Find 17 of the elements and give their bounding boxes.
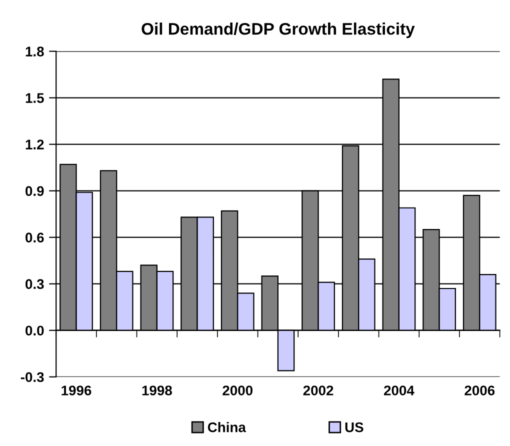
x-tick-label: 2006 [464,386,495,396]
y-tick-label: 0.3 [26,279,44,290]
x-tick-label: 1996 [62,386,92,396]
chart-title: Oil Demand/GDP Growth Elasticity [142,22,415,38]
y-tick-label: 1.8 [26,46,44,56]
x-tick-label: 1998 [142,386,172,396]
legend-label: US [345,422,364,432]
legend-label: China [208,422,246,432]
x-tick-label: 2002 [303,386,334,396]
y-tick-label: -0.3 [20,372,44,382]
y-tick-label: 1.2 [26,140,44,150]
x-tick-label: 2000 [222,386,252,396]
y-tick-label: 0.9 [26,186,44,196]
x-tick-label: 2004 [384,386,414,396]
y-tick-label: 1.5 [26,93,44,103]
y-tick-label: 0.6 [26,232,44,243]
y-tick-label: 0.0 [26,326,44,336]
